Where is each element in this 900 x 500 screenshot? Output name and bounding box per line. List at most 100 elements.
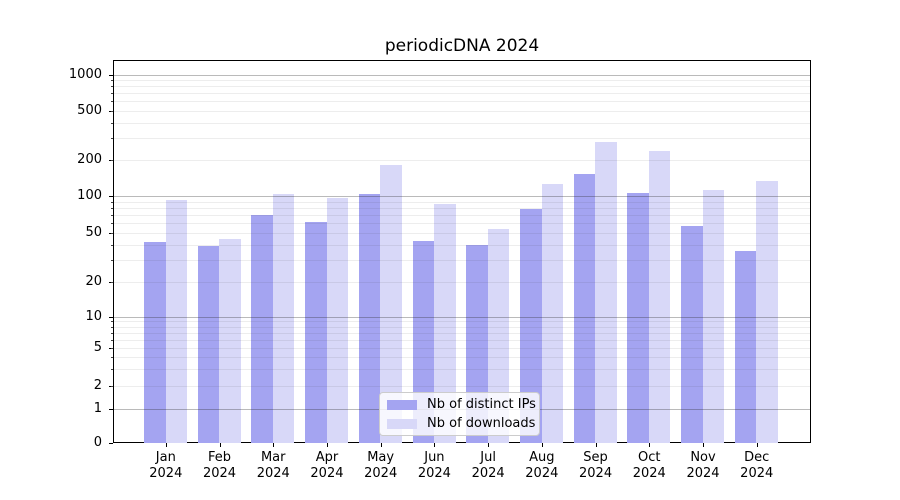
gridline-minor [114,111,810,112]
bar-downloads-mar [272,194,295,444]
x-tick-month: Nov [690,450,716,465]
y-tick-minor [110,223,113,225]
x-tick-label: Feb 2024 [192,450,248,481]
x-tick-label: Oct 2024 [621,450,677,481]
y-tick-minor [110,201,113,203]
gridline-minor [114,326,810,328]
y-tick-minor [110,357,113,359]
bar-downloads-jul [487,228,510,444]
x-tick-month: Jul [480,450,496,465]
gridline-minor [114,233,810,234]
x-tick-year: 2024 [256,465,290,481]
bar-downloads-feb [219,238,241,444]
y-tick-label: 50 [85,225,102,240]
gridline-minor [114,207,810,209]
x-tick-month: Apr [315,450,339,465]
x-tick-month: May [367,450,395,465]
y-tick [108,443,113,445]
bar-distinct-ips-may [358,193,381,444]
gridline-minor [114,159,810,161]
legend-item-label: Nb of downloads [427,416,536,431]
x-tick-label: Jan 2024 [138,450,194,481]
bar-distinct-ips-jan [144,242,166,444]
gridline-minor [114,339,810,341]
bar-distinct-ips-sep [573,174,596,444]
x-tick-label: Jul 2024 [460,450,516,481]
x-tick [434,443,436,448]
y-tick-minor [110,159,113,161]
gridline-minor [114,138,810,140]
y-tick-label: 5 [93,340,102,355]
bar-distinct-ips-dec [734,250,757,444]
gridline-minor [114,357,810,359]
legend-swatch-downloads [387,418,417,429]
y-tick-label: 1 [93,400,102,416]
bar-downloads-may [380,164,402,444]
x-tick-label: Nov 2024 [675,450,731,481]
x-tick-year: 2024 [149,465,183,481]
bar-downloads-aug [541,183,564,444]
bar-distinct-ips-apr [305,221,327,444]
y-tick-minor [110,244,113,246]
gridline-minor [114,86,810,88]
x-tick-label: May 2024 [353,450,409,481]
y-tick-minor [110,207,113,209]
x-tick-month: Oct [638,450,661,465]
y-tick-label: 20 [85,274,102,289]
x-tick-month: Jun [424,450,445,465]
gridline-minor [114,122,810,124]
x-tick-label: Mar 2024 [245,450,301,481]
x-tick-month: Feb [208,450,232,465]
legend-swatch-distinct-ips [387,399,417,410]
gridline-minor [114,282,810,283]
y-tick-minor [110,326,113,328]
x-tick-label: Jun 2024 [406,450,462,481]
plot-area [113,60,811,443]
gridline-minor [114,93,810,95]
gridline-minor [114,386,810,387]
bar-distinct-ips-mar [251,215,273,444]
bar-downloads-apr [326,197,349,444]
bar-downloads-nov [702,190,725,444]
x-tick [541,443,543,448]
x-tick [649,443,651,448]
gridline-minor [114,101,810,103]
bar-distinct-ips-oct [627,192,649,444]
gridline-minor [114,348,810,349]
x-tick-year: 2024 [740,465,774,481]
y-tick-minor [110,260,113,262]
x-tick-month: Jan [155,450,176,465]
gridline-minor [114,223,810,225]
gridline-minor [114,260,810,262]
bar-distinct-ips-feb [197,246,220,444]
bar-downloads-sep [595,142,617,444]
y-tick-minor [110,101,113,103]
y-tick-minor [110,80,113,82]
y-tick-label: 2 [93,378,102,393]
x-tick [380,443,382,448]
y-tick [108,74,113,76]
gridline-major [114,196,810,197]
x-tick-year: 2024 [202,465,237,481]
x-tick-month: Aug [529,450,555,465]
y-tick-label: 1000 [68,66,102,82]
x-tick-label: Aug 2024 [514,450,570,481]
x-tick-year: 2024 [579,465,613,481]
y-tick-minor [110,138,113,140]
bar-downloads-dec [756,181,778,444]
y-tick [108,408,113,410]
x-tick [219,443,221,448]
y-tick [108,196,113,197]
bar-distinct-ips-nov [681,226,703,444]
y-tick-minor [110,348,113,349]
y-tick-label: 0 [93,435,102,451]
gridline-minor [114,215,810,217]
y-tick-minor [110,321,113,323]
y-tick-minor [110,386,113,387]
y-tick-minor [110,282,113,283]
y-tick-minor [110,332,113,334]
y-tick-minor [110,215,113,217]
y-tick-label: 500 [77,103,102,118]
x-tick [165,443,167,448]
